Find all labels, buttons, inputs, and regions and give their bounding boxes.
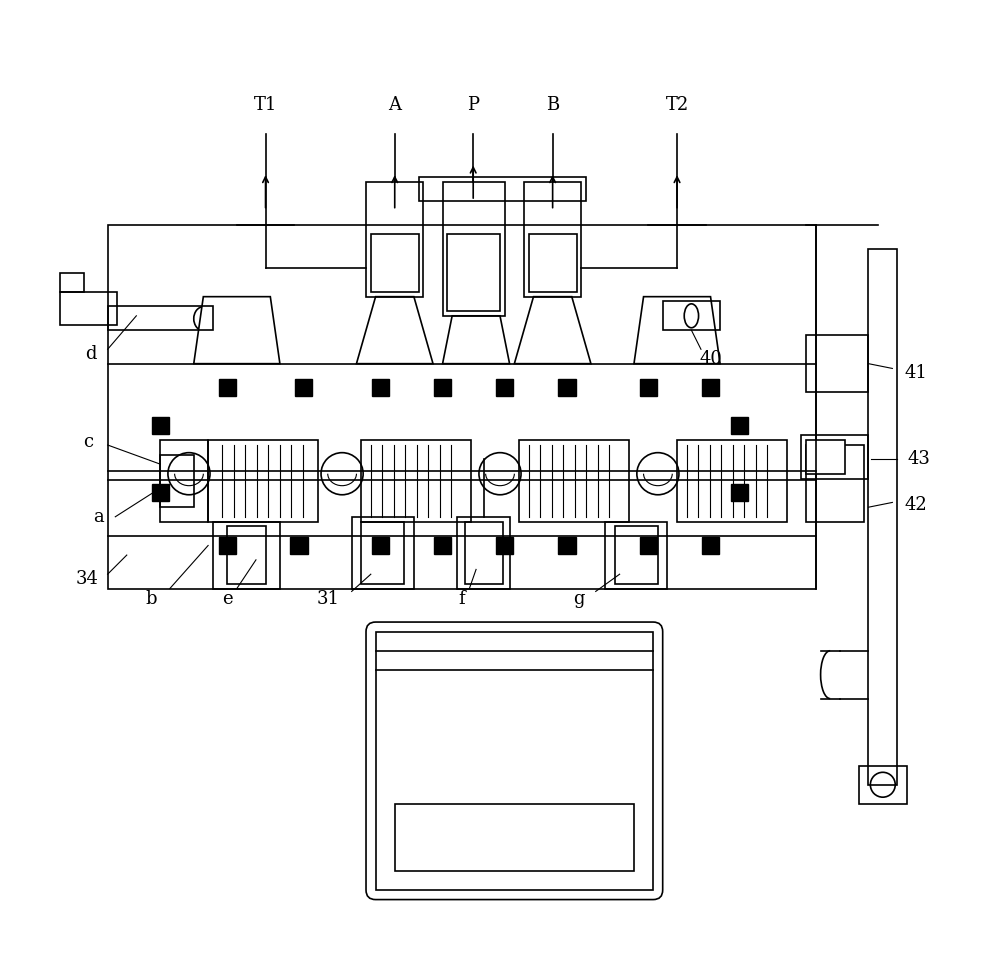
Text: B: B (546, 97, 559, 114)
Bar (640, 379, 657, 396)
Bar (702, 537, 719, 554)
Bar (290, 537, 308, 554)
Bar (496, 537, 513, 554)
Ellipse shape (684, 303, 699, 327)
Bar (434, 537, 451, 554)
Text: 34: 34 (75, 570, 98, 588)
Bar (372, 379, 389, 396)
Text: c: c (83, 434, 94, 451)
Text: d: d (85, 345, 96, 363)
Text: a: a (93, 508, 103, 525)
FancyBboxPatch shape (806, 440, 845, 474)
Polygon shape (443, 316, 510, 364)
Text: 43: 43 (908, 451, 931, 468)
Text: e: e (222, 590, 233, 608)
Bar (731, 484, 748, 501)
Text: 31: 31 (316, 590, 339, 608)
Bar (152, 417, 169, 434)
Bar (152, 484, 169, 501)
Text: b: b (145, 590, 156, 608)
Text: 40: 40 (699, 350, 722, 367)
Bar (496, 379, 513, 396)
Text: P: P (467, 97, 479, 114)
Bar (640, 537, 657, 554)
Polygon shape (356, 297, 433, 364)
Bar (372, 537, 389, 554)
Bar (295, 379, 312, 396)
Text: g: g (573, 590, 584, 608)
Text: f: f (458, 590, 465, 608)
Text: A: A (388, 97, 401, 114)
Bar (219, 379, 236, 396)
Polygon shape (194, 297, 280, 364)
Bar (702, 379, 719, 396)
Text: T1: T1 (254, 97, 277, 114)
Polygon shape (514, 297, 591, 364)
Bar (731, 417, 748, 434)
Bar (558, 537, 576, 554)
Text: 42: 42 (905, 497, 928, 514)
Text: T2: T2 (665, 97, 689, 114)
Bar (434, 379, 451, 396)
Bar (558, 379, 576, 396)
Text: 41: 41 (905, 365, 928, 382)
Bar (219, 537, 236, 554)
Ellipse shape (194, 306, 213, 330)
Polygon shape (634, 297, 720, 364)
